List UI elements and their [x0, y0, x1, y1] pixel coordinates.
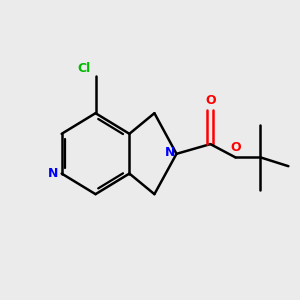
Text: N: N [165, 146, 175, 159]
Text: Cl: Cl [78, 62, 91, 75]
Text: O: O [230, 141, 241, 154]
Text: N: N [48, 167, 58, 180]
Text: O: O [205, 94, 216, 107]
